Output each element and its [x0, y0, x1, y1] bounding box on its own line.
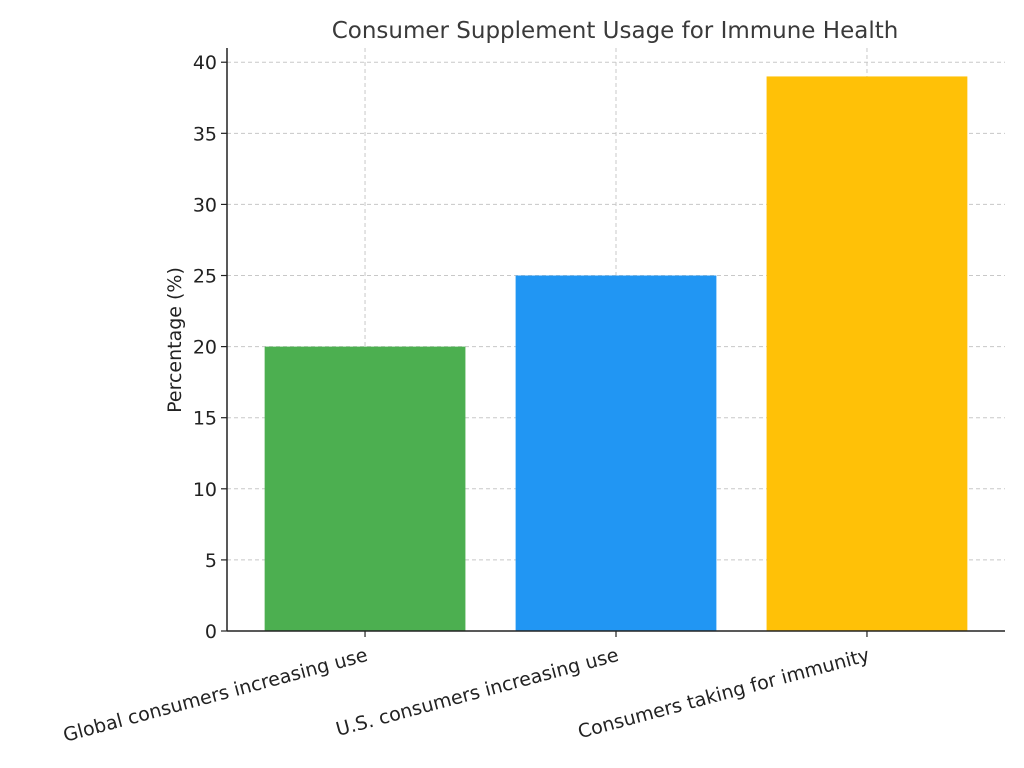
y-tick-label: 5 — [205, 550, 217, 572]
bar — [264, 346, 466, 631]
y-tick-label: 25 — [193, 266, 217, 288]
y-tick-label: 20 — [193, 337, 217, 359]
x-tick-label: Consumers taking for immunity — [576, 644, 872, 743]
y-axis-label: Percentage (%) — [164, 267, 186, 413]
y-tick-label: 0 — [205, 621, 217, 643]
chart-title: Consumer Supplement Usage for Immune Hea… — [332, 18, 899, 44]
y-tick-label: 15 — [193, 408, 217, 430]
y-tick-label: 30 — [193, 194, 217, 216]
bar-layer — [264, 76, 968, 631]
y-tick-label: 10 — [193, 479, 217, 501]
bar — [515, 275, 717, 631]
y-tick-label: 40 — [193, 52, 217, 74]
x-tick-label: Global consumers increasing use — [61, 644, 370, 747]
bar — [766, 76, 968, 631]
y-tick-label: 35 — [193, 123, 217, 145]
